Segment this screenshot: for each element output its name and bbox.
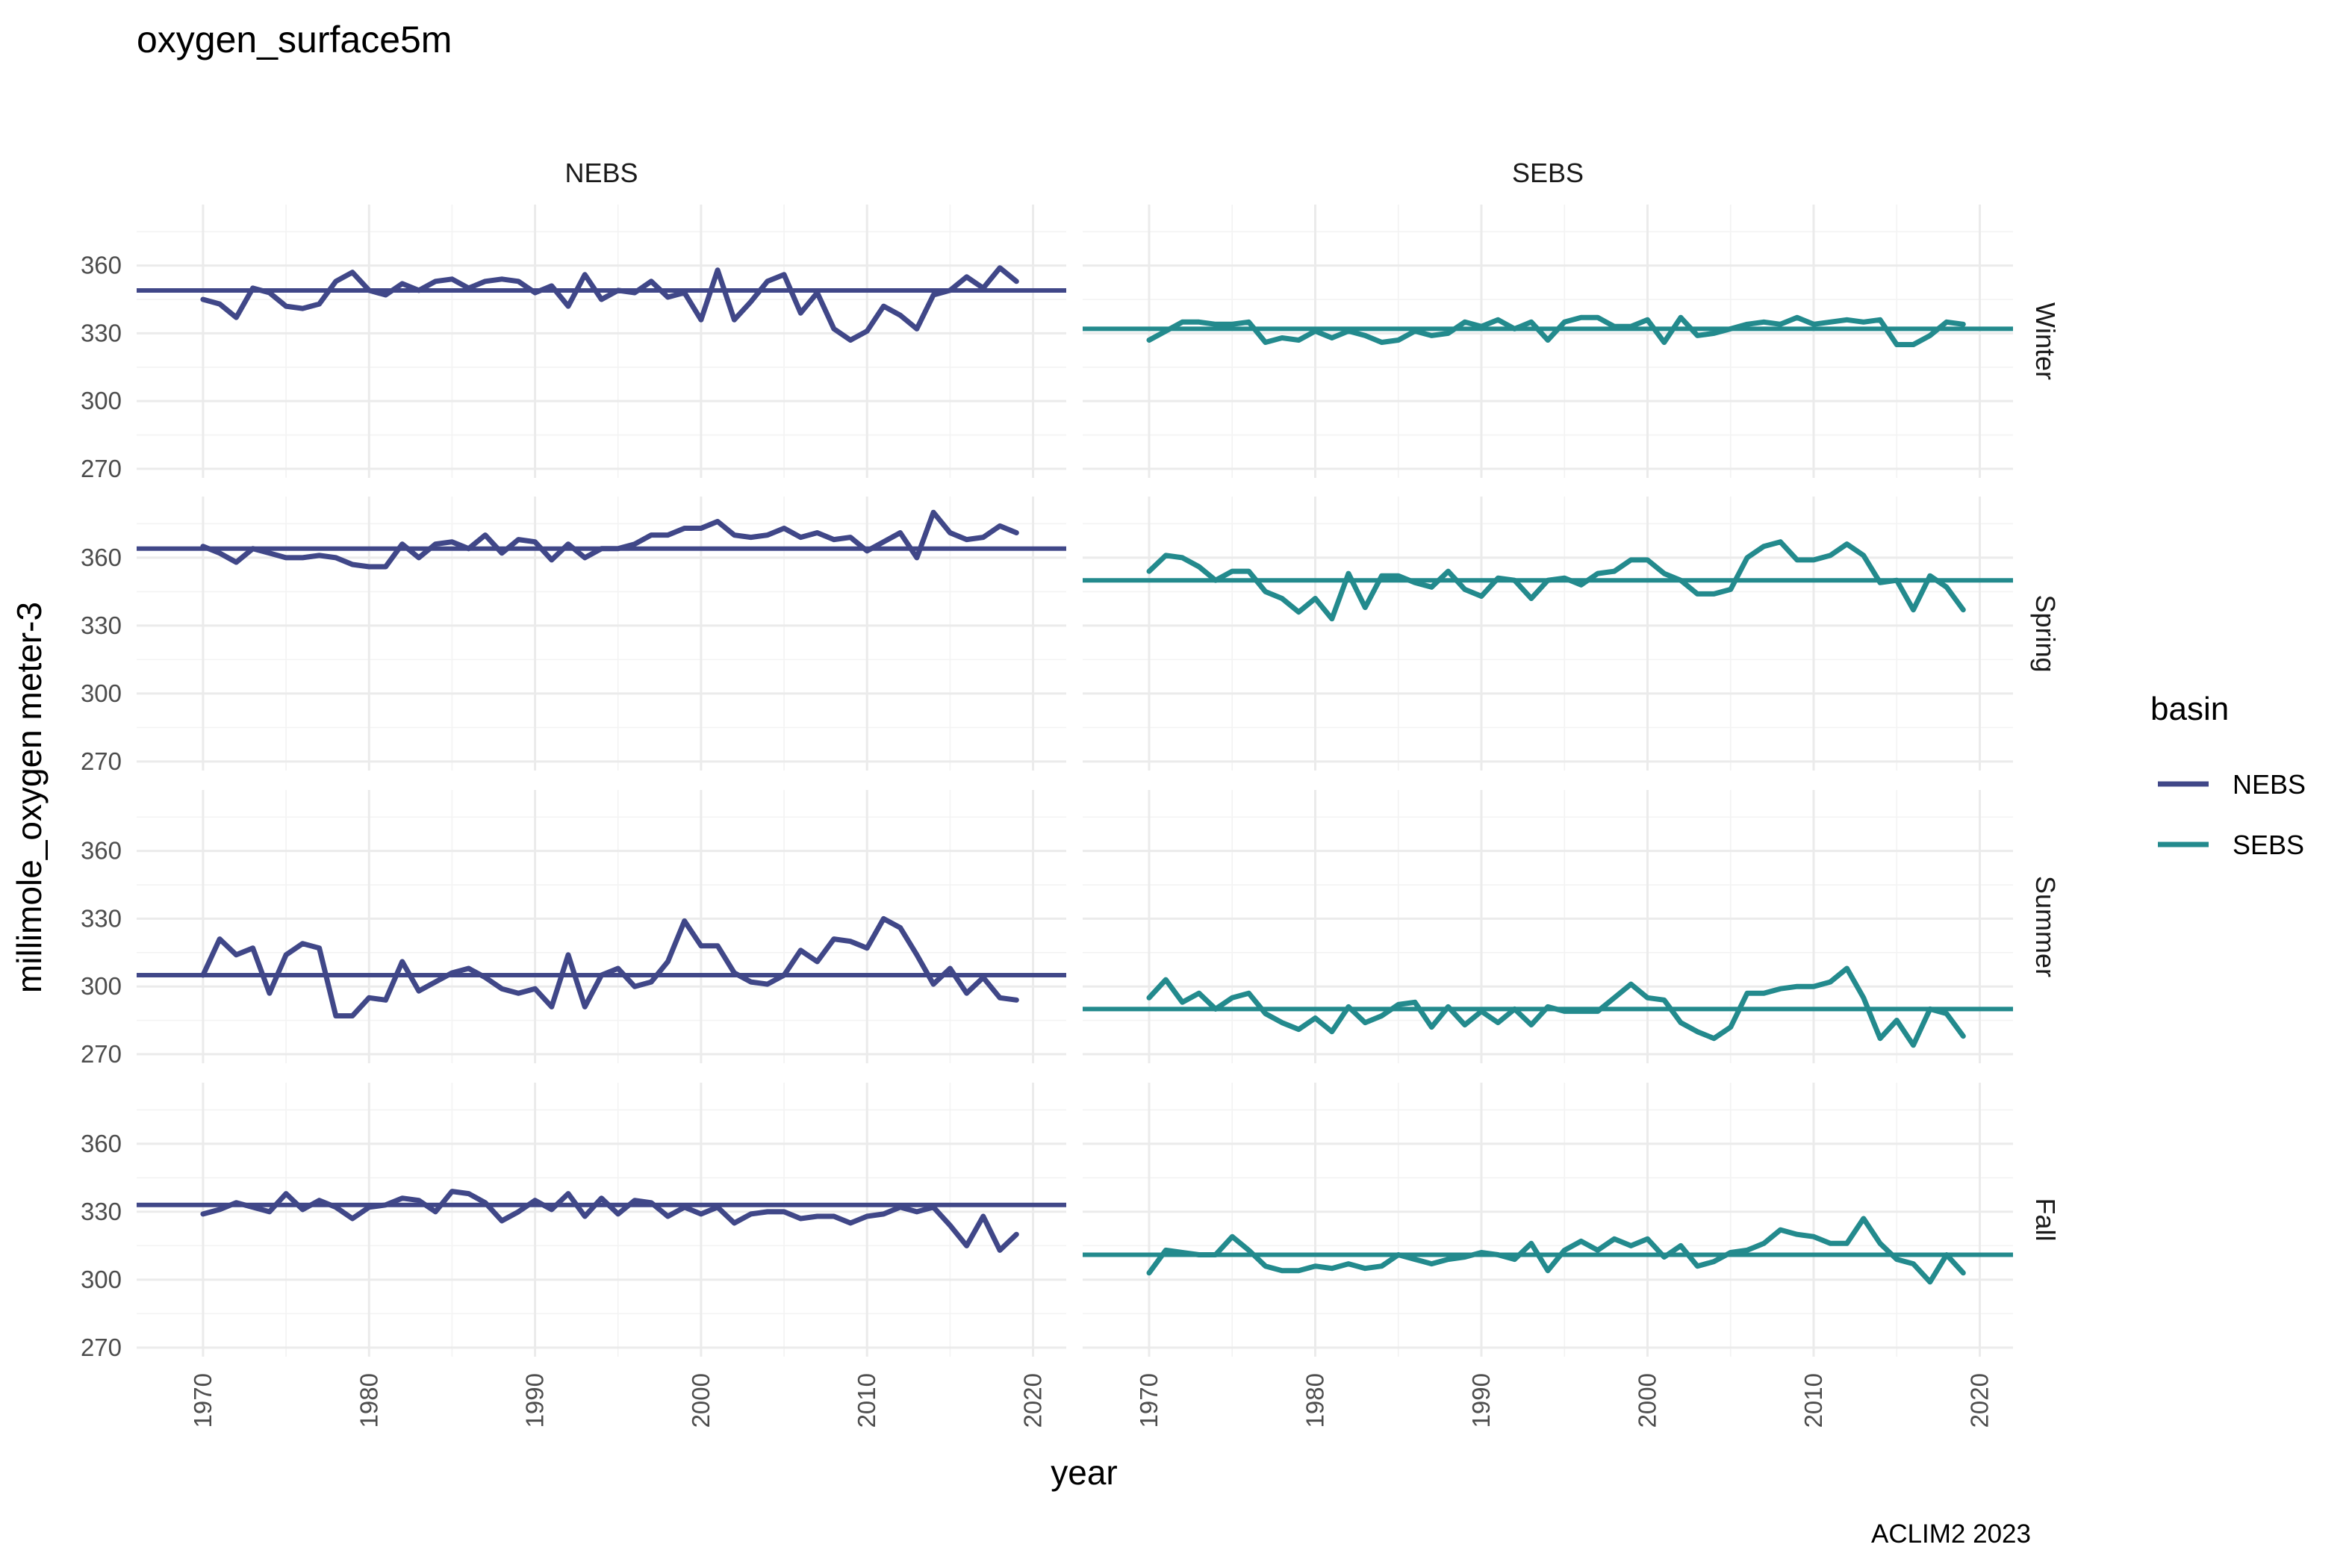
x-tick-label: 1970 [1135,1373,1163,1428]
y-tick-label: 300 [81,387,122,414]
facet-column-label-sebs: SEBS [1512,158,1584,188]
x-axis-title: year [1051,1453,1117,1492]
y-tick-label: 270 [81,747,122,775]
y-tick-label: 330 [81,904,122,932]
facet-panels: 270 300 330 360 270 300 330 360 270 300 330 360 270 3… [81,158,2061,1428]
legend-label-sebs: SEBS [2233,830,2304,860]
x-tick-label: 1970 [189,1373,217,1428]
chart-title: oxygen_surface5m [137,19,452,60]
series-line-sebs-fall [1146,1216,1966,1285]
y-tick-label: 300 [81,679,122,707]
x-tick-label: 1980 [1301,1373,1329,1428]
panel-sebs-winter [1083,205,2013,478]
chart-caption: ACLIM2 2023 [1871,1519,2031,1549]
y-axis-title: millimole_oxygen meter-3 [10,602,49,993]
panel-sebs-spring [1083,497,2013,771]
series-line-sebs-summer [1146,965,1966,1048]
facet-column-label-nebs: NEBS [564,158,638,188]
y-tick-label: 270 [81,1334,122,1361]
y-tick-label: 330 [81,1198,122,1225]
y-tick-label: 270 [81,455,122,482]
facet-row-label-spring: Spring [2030,594,2061,672]
x-tick-label: 1990 [521,1373,549,1428]
facet-row-label-summer: Summer [2030,876,2061,977]
x-tick-label: 2000 [687,1373,715,1428]
y-tick-label: 300 [81,1266,122,1293]
panel-sebs-summer [1083,790,2013,1063]
x-tick-label: 2010 [853,1373,880,1428]
x-tick-label: 2020 [1966,1373,1994,1428]
y-tick-label: 330 [81,612,122,639]
panel-sebs-fall: 1970 1980 1990 2000 2010 2020 [1083,1083,2013,1428]
legend-title: basin [2150,691,2229,727]
series-line-sebs-spring [1146,539,1966,622]
panel-nebs-spring: 270 300 330 360 [81,497,1066,775]
y-tick-label: 360 [81,837,122,865]
panel-nebs-winter: 270 300 330 360 [81,205,1066,482]
y-tick-label: 330 [81,319,122,346]
y-tick-label: 360 [81,252,122,279]
series-line-nebs-summer [200,915,1019,1018]
y-tick-label: 300 [81,972,122,1000]
series-line-nebs-spring [200,509,1019,570]
x-tick-label: 1980 [355,1373,382,1428]
legend: basin NEBS SEBS [2150,691,2306,860]
panel-nebs-summer: 270 300 330 360 [81,790,1066,1068]
facet-row-label-winter: Winter [2030,302,2061,380]
series-line-sebs-winter [1146,314,1966,347]
y-tick-label: 360 [81,544,122,571]
x-tick-label: 1990 [1467,1373,1495,1428]
legend-label-nebs: NEBS [2233,769,2306,800]
y-tick-label: 270 [81,1040,122,1068]
facet-row-label-fall: Fall [2030,1198,2061,1241]
y-tick-label: 360 [81,1130,122,1157]
x-tick-label: 2000 [1634,1373,1661,1428]
series-line-nebs-fall [200,1189,1019,1253]
panel-nebs-fall: 270 300 330 360 1970 1980 1990 2000 2010 2020 [81,1083,1066,1428]
x-tick-label: 2020 [1019,1373,1047,1428]
series-line-nebs-winter [200,265,1019,343]
x-tick-label: 2010 [1799,1373,1827,1428]
